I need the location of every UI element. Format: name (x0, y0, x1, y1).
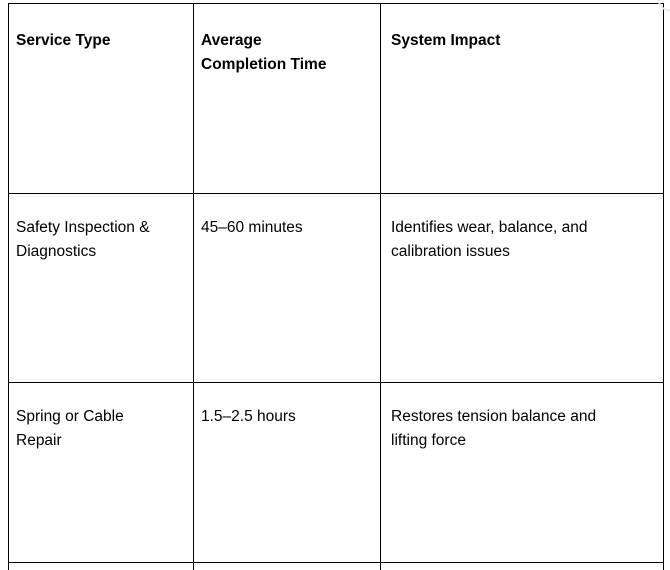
cell-completion-time: 1.5–2.5 hours (193, 382, 381, 563)
table-container: Service Type Average Completion Time Sys… (8, 3, 666, 570)
cell-service-type: Safety Inspection & Diagnostics (8, 193, 194, 383)
header-service-type: Service Type (8, 3, 194, 194)
cell-system-impact: Restores tension balance and lifting for… (380, 382, 664, 563)
service-table: Service Type Average Completion Time Sys… (8, 3, 664, 570)
corner-artifact (658, 0, 670, 11)
cell-service-type: Spring or Cable Repair (8, 382, 194, 563)
cell-system-impact: Identifies wear, balance, and calibratio… (380, 193, 664, 383)
cell-completion-time: 45–60 minutes (193, 193, 381, 383)
header-average-completion-time: Average Completion Time (193, 3, 381, 194)
clipped-cell (8, 562, 194, 570)
header-system-impact: System Impact (380, 3, 664, 194)
table-row: Safety Inspection & Diagnostics 45–60 mi… (8, 193, 664, 383)
clipped-next-row (8, 562, 664, 570)
clipped-cell (380, 562, 664, 570)
table-header-row: Service Type Average Completion Time Sys… (8, 3, 664, 194)
table-row: Spring or Cable Repair 1.5–2.5 hours Res… (8, 382, 664, 563)
clipped-cell (193, 562, 381, 570)
